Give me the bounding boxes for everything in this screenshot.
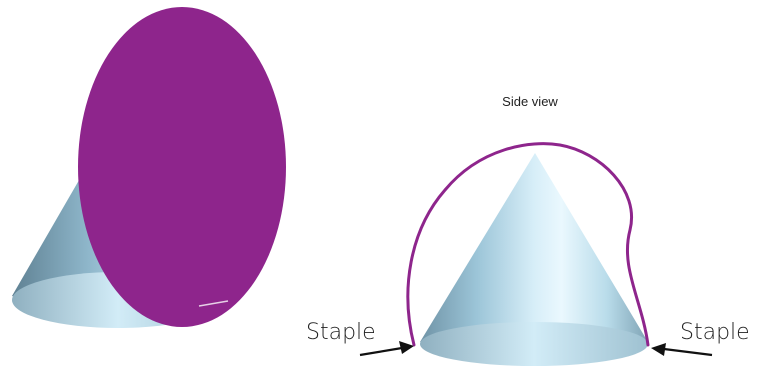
disc-highlight — [198, 300, 229, 307]
staple-label-right: Staple — [680, 320, 750, 345]
right-cone-base — [420, 322, 648, 366]
arrow-right — [651, 343, 713, 357]
side-view-label: Side view — [502, 94, 558, 109]
right-cone-body — [420, 153, 648, 357]
left-cone-assembly — [12, 7, 286, 328]
purple-outline — [406, 142, 650, 347]
staple-label-left: Staple — [306, 320, 376, 345]
arrow-left — [359, 341, 414, 357]
right-cone-assembly — [406, 142, 650, 366]
arrow-left-head — [399, 341, 414, 354]
purple-disc — [78, 7, 286, 327]
arrow-right-head — [651, 343, 666, 356]
